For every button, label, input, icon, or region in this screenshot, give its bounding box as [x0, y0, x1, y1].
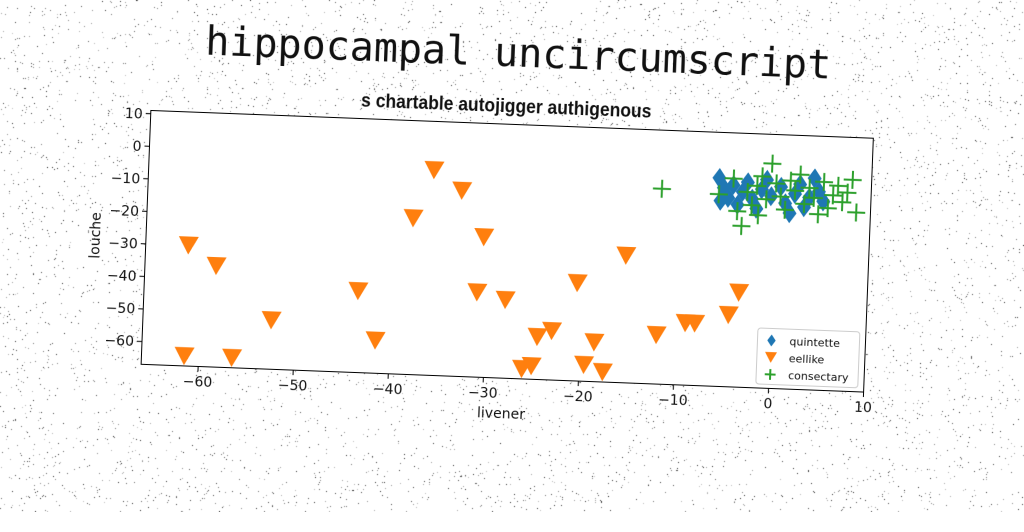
y-tick-label: −10: [110, 170, 140, 187]
x-tick-label: −60: [182, 374, 212, 391]
y-tick-label: −40: [107, 268, 137, 285]
x-tick-label: −30: [468, 385, 498, 402]
x-tick-label: 0: [763, 396, 773, 412]
x-tick-label: −50: [278, 378, 308, 395]
legend-label-eellike: eellike: [789, 352, 825, 366]
y-tick-label: −20: [109, 203, 139, 220]
legend: quintette eellike consectary: [756, 328, 860, 388]
y-tick-label: 0: [132, 139, 142, 155]
x-tick-label: −40: [373, 381, 403, 398]
x-tick-label: −20: [563, 389, 593, 406]
y-tick-label: −50: [105, 301, 135, 318]
x-axis-label: livener: [477, 405, 526, 423]
x-tick-label: −10: [658, 392, 688, 409]
y-tick-label: −60: [104, 333, 134, 350]
y-tick-label: 10: [125, 106, 143, 123]
legend-label-consectary: consectary: [788, 369, 849, 384]
y-tick-label: −30: [108, 235, 138, 252]
x-tick-label: 10: [854, 400, 872, 417]
legend-label-quintette: quintette: [789, 335, 840, 350]
y-axis-label: louche: [87, 212, 105, 259]
